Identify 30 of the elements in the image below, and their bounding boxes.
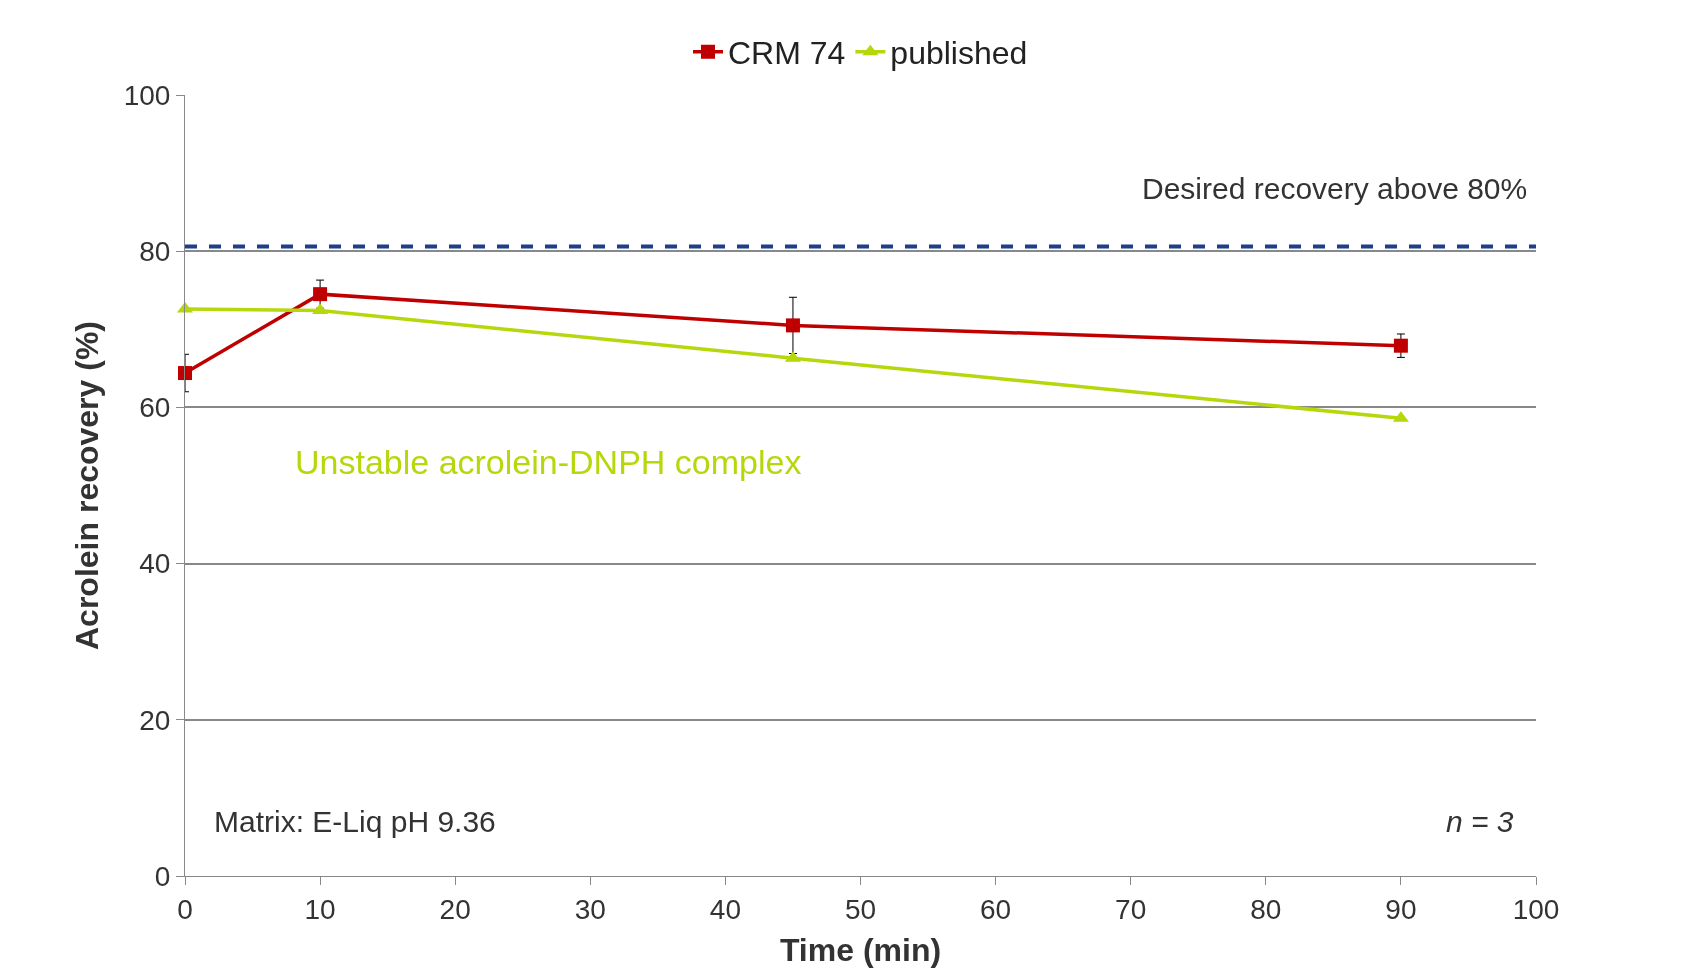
annotation: Matrix: E-Liq pH 9.36 bbox=[214, 805, 496, 838]
legend-label: CRM 74 bbox=[728, 35, 846, 72]
point bbox=[1393, 338, 1408, 353]
ref-line-label: Desired recovery above 80% bbox=[1142, 172, 1528, 205]
y-tick-label: 80 bbox=[139, 236, 171, 267]
x-tick-label: 100 bbox=[1512, 893, 1560, 925]
annotation: Unstable acrolein-DNPH complex bbox=[295, 443, 802, 481]
x-tick-label: 90 bbox=[1385, 893, 1417, 925]
point bbox=[312, 303, 329, 315]
x-tick-label: 70 bbox=[1115, 893, 1147, 925]
y-tick-label: 100 bbox=[123, 79, 171, 111]
point bbox=[313, 287, 328, 302]
x-tick-label: 80 bbox=[1250, 893, 1282, 925]
x-tick-label: 60 bbox=[980, 893, 1012, 925]
x-tick-label: 0 bbox=[177, 893, 193, 925]
point bbox=[785, 318, 800, 333]
x-tick-label: 30 bbox=[574, 893, 606, 925]
y-tick-label: 60 bbox=[139, 392, 171, 424]
x-tick-label: 10 bbox=[304, 893, 336, 925]
y-axis-title: Acrolein recovery (%) bbox=[68, 320, 105, 651]
x-axis-title: Time (min) bbox=[779, 932, 942, 969]
x-tick-label: 20 bbox=[439, 893, 471, 925]
point bbox=[178, 366, 192, 381]
annotation: n = 3 bbox=[1446, 805, 1514, 838]
y-tick-label: 20 bbox=[139, 704, 171, 736]
y-tick-label: 40 bbox=[139, 548, 171, 580]
legend-label: published bbox=[890, 35, 1028, 72]
x-tick-label: 50 bbox=[844, 893, 877, 925]
x-tick-label: 40 bbox=[709, 893, 741, 925]
y-tick-label: 0 bbox=[154, 860, 171, 892]
